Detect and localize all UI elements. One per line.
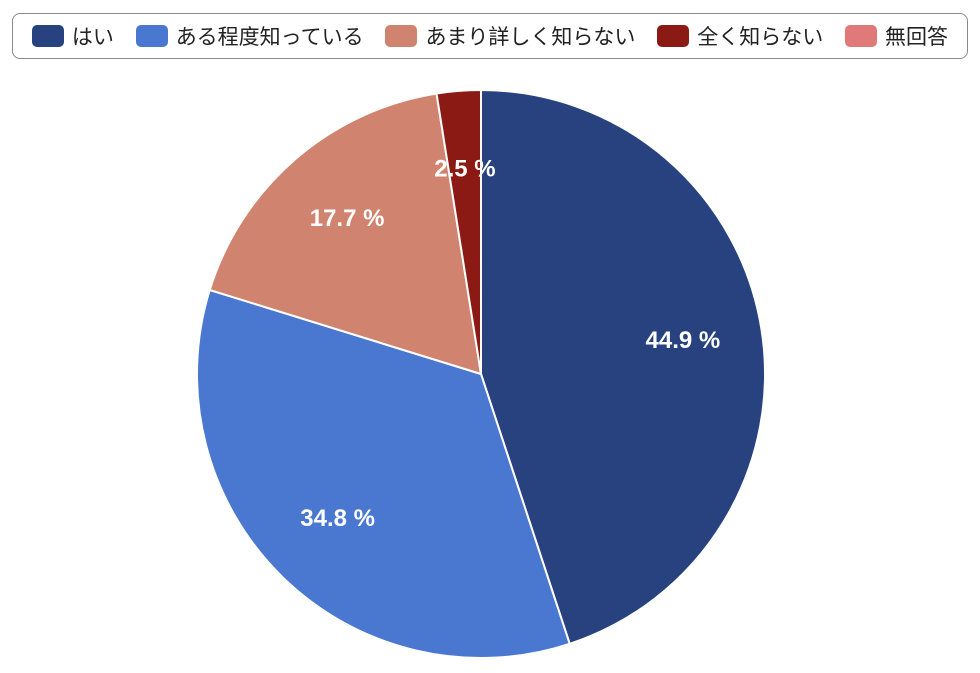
- pie-slice-not-well[interactable]: [208, 92, 483, 376]
- legend-label: 全く知らない: [697, 25, 824, 49]
- legend-swatch: [845, 25, 878, 47]
- legend-label: あまり詳しく知らない: [425, 25, 636, 49]
- legend-swatch: [135, 25, 168, 47]
- legend-item-not-well[interactable]: あまり詳しく知らない: [385, 21, 635, 51]
- legend-item-no-answer[interactable]: 無回答: [845, 21, 948, 51]
- legend-label: はい: [71, 25, 114, 49]
- pie-slice-somewhat-know[interactable]: [196, 288, 571, 659]
- legend-item-yes[interactable]: はい: [31, 21, 114, 51]
- pie-slice-not-at-all[interactable]: [435, 88, 482, 375]
- legend-label: ある程度知っている: [175, 25, 364, 49]
- legend-swatch: [657, 25, 690, 47]
- legend-swatch: [385, 25, 418, 47]
- legend-item-not-at-all[interactable]: 全く知らない: [657, 21, 823, 51]
- pie-slices: [196, 88, 766, 659]
- slice-label-not-well: 17.7 %: [310, 205, 385, 232]
- pie-labels: 44.9 % 34.8 % 17.7 % 2.5 %: [300, 155, 720, 532]
- legend-swatch: [31, 25, 64, 47]
- chart-legend: はい ある程度知っている あまり詳しく知らない 全く知らない 無回答: [12, 13, 968, 59]
- slice-label-not-at-all: 2.5 %: [434, 155, 495, 182]
- slice-label-yes: 44.9 %: [646, 327, 721, 354]
- pie-slice-yes[interactable]: [480, 88, 766, 646]
- slice-label-somewhat-know: 34.8 %: [300, 505, 375, 532]
- legend-item-somewhat-know[interactable]: ある程度知っている: [135, 21, 364, 51]
- legend-label: 無回答: [885, 25, 949, 49]
